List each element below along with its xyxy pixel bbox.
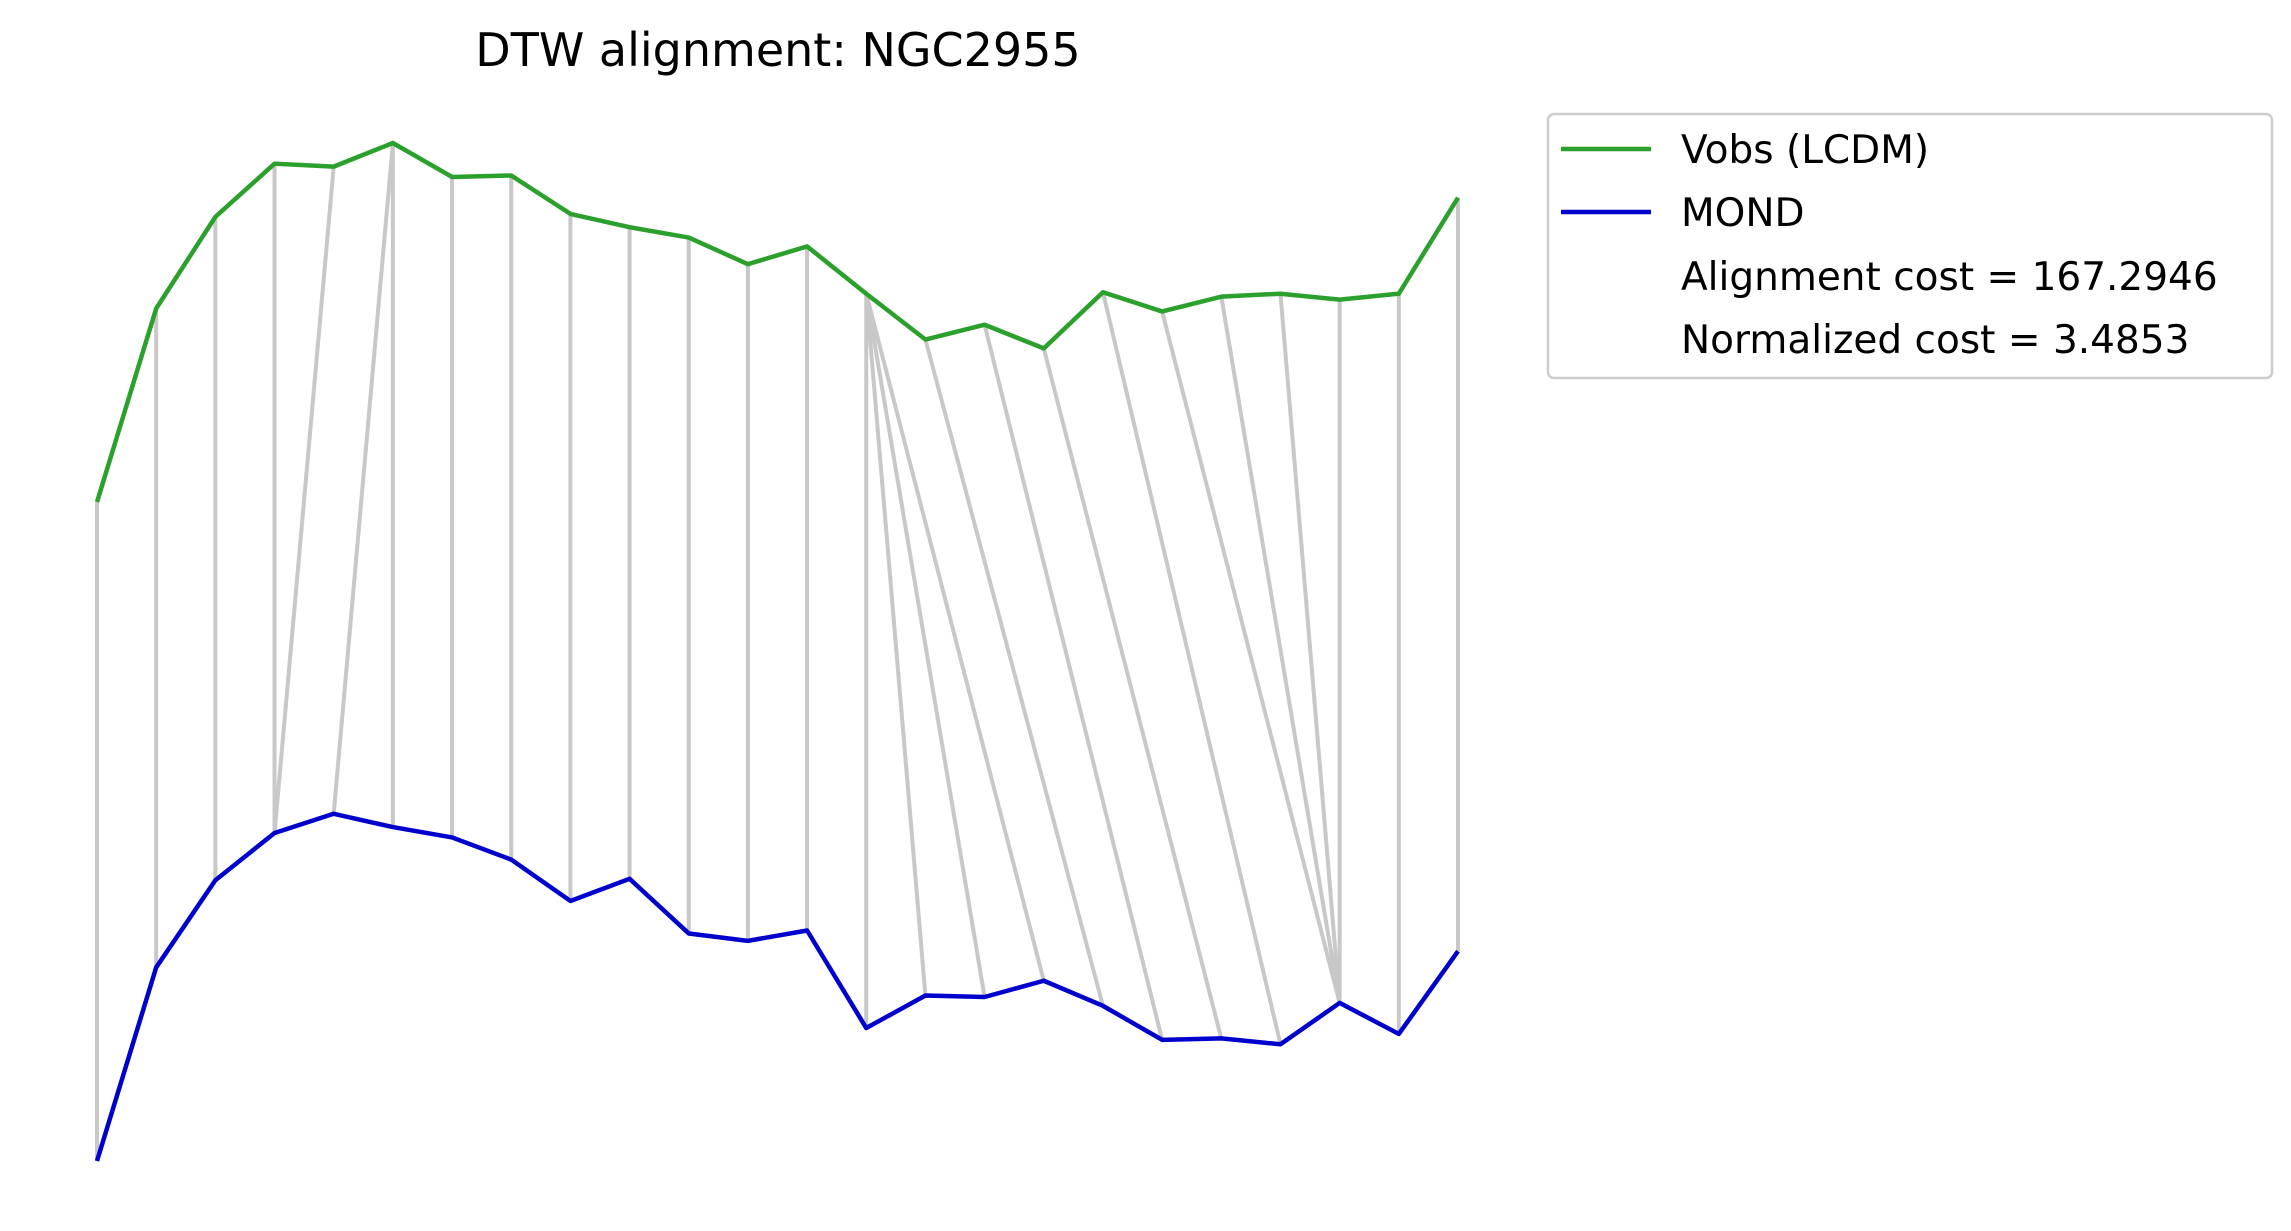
alignment-line — [923, 338, 1105, 1007]
legend-frame — [1546, 112, 2274, 380]
legend-alignment-cost: Alignment cost = 167.2946 — [1681, 255, 2218, 300]
alignment-line — [1160, 310, 1342, 1004]
alignment-line — [331, 142, 395, 814]
alignment-lines — [95, 142, 1460, 1161]
alignment-line — [1278, 293, 1342, 1004]
alignment-line — [864, 293, 928, 996]
alignment-line — [272, 166, 336, 834]
alignment-line — [1219, 296, 1342, 1004]
series-line-mond — [94, 811, 1460, 1162]
alignment-line — [864, 293, 987, 998]
alignment-line — [1041, 347, 1224, 1039]
series-lines — [94, 140, 1460, 1162]
alignment-line — [982, 324, 1165, 1041]
legend-label-vobs-lcdm: Vobs (LCDM) — [1681, 128, 1929, 173]
legend-normalized-cost: Normalized cost = 3.4853 — [1681, 318, 2189, 363]
alignment-line — [864, 293, 1046, 982]
chart-title: DTW alignment: NGC2955 — [475, 23, 1080, 77]
alignment-line — [1101, 291, 1283, 1045]
legend-label-mond: MOND — [1681, 191, 1805, 236]
series-line-vobs-lcdm — [94, 140, 1460, 503]
legend: Vobs (LCDM) MOND Alignment cost = 167.29… — [1546, 112, 2274, 380]
